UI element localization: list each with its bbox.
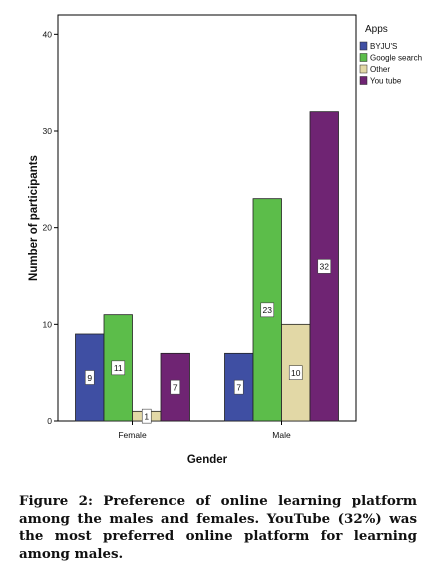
- data-label: 1: [144, 411, 149, 421]
- y-tick-label: 30: [43, 126, 53, 136]
- x-tick-label: Male: [272, 430, 291, 440]
- bar: [281, 323, 311, 422]
- legend-swatch: [359, 64, 368, 74]
- data-label-box: [141, 408, 152, 424]
- data-label-box: [233, 379, 244, 395]
- data-label: 7: [236, 382, 241, 392]
- legend-swatch: [359, 41, 368, 51]
- y-tick-label: 40: [43, 29, 53, 39]
- data-label-box: [84, 370, 95, 385]
- legend-title: Apps: [365, 24, 388, 35]
- data-label-box: [260, 302, 275, 318]
- data-label: 32: [320, 262, 330, 272]
- data-label: 11: [114, 363, 123, 373]
- legend-label: Other: [370, 65, 390, 74]
- legend: Apps BYJU'S Google search Other You tube: [359, 24, 422, 86]
- legend-label: Google search: [370, 54, 422, 63]
- y-axis-label: Number of participants: [28, 155, 40, 281]
- legend-swatch: [359, 53, 368, 62]
- data-label: 7: [173, 382, 178, 392]
- y-tick-label: 20: [43, 223, 53, 233]
- data-label: 9: [87, 373, 92, 383]
- data-label-box: [170, 379, 181, 395]
- x-tick-label: Female: [118, 430, 147, 440]
- x-axis: Female Male: [118, 421, 291, 440]
- legend-label: You tube: [370, 77, 402, 86]
- x-axis-label: Gender: [187, 454, 228, 466]
- data-label-box: [288, 365, 303, 380]
- data-label: 10: [291, 368, 301, 378]
- y-tick-label: 10: [43, 319, 53, 329]
- data-label-box: [111, 360, 126, 376]
- data-label-box: [317, 259, 332, 274]
- data-label: 23: [263, 305, 273, 315]
- legend-swatch: [359, 76, 368, 85]
- figure-caption: Figure 2: Preference of online learning …: [19, 493, 417, 562]
- y-tick-label: 0: [47, 416, 52, 426]
- y-axis: 0 10 20 30 40: [43, 29, 58, 426]
- legend-label: BYJU'S: [370, 42, 397, 51]
